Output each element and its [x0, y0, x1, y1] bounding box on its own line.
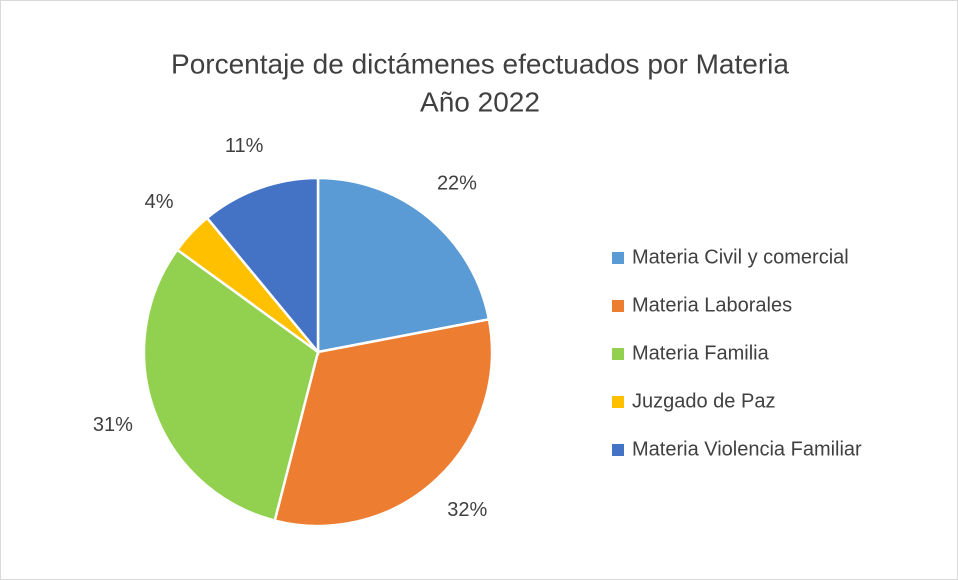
legend-swatch — [612, 252, 624, 264]
data-label: 22% — [437, 172, 477, 194]
data-label: 4% — [145, 191, 174, 213]
legend-swatch — [612, 396, 624, 408]
pie-slice — [205, 176, 320, 356]
chart-title: Porcentaje de dictámenes efectuados por … — [171, 48, 789, 79]
legend-swatch — [612, 300, 624, 312]
legend-label: Materia Laborales — [632, 294, 792, 316]
legend-label: Juzgado de Paz — [632, 390, 775, 412]
chart-subtitle: Año 2022 — [420, 86, 540, 117]
legend-label: Materia Violencia Familiar — [632, 438, 862, 460]
legend-swatch — [612, 348, 624, 360]
legend-label: Materia Familia — [632, 342, 770, 364]
data-label: 31% — [93, 414, 133, 436]
legend-label: Materia Civil y comercial — [632, 246, 849, 268]
pie-slice — [142, 247, 320, 523]
legend-swatch — [612, 444, 624, 456]
data-label: 32% — [447, 499, 487, 521]
pie-slice — [273, 317, 494, 528]
pie-slice — [316, 176, 491, 354]
data-label: 11% — [225, 135, 264, 157]
